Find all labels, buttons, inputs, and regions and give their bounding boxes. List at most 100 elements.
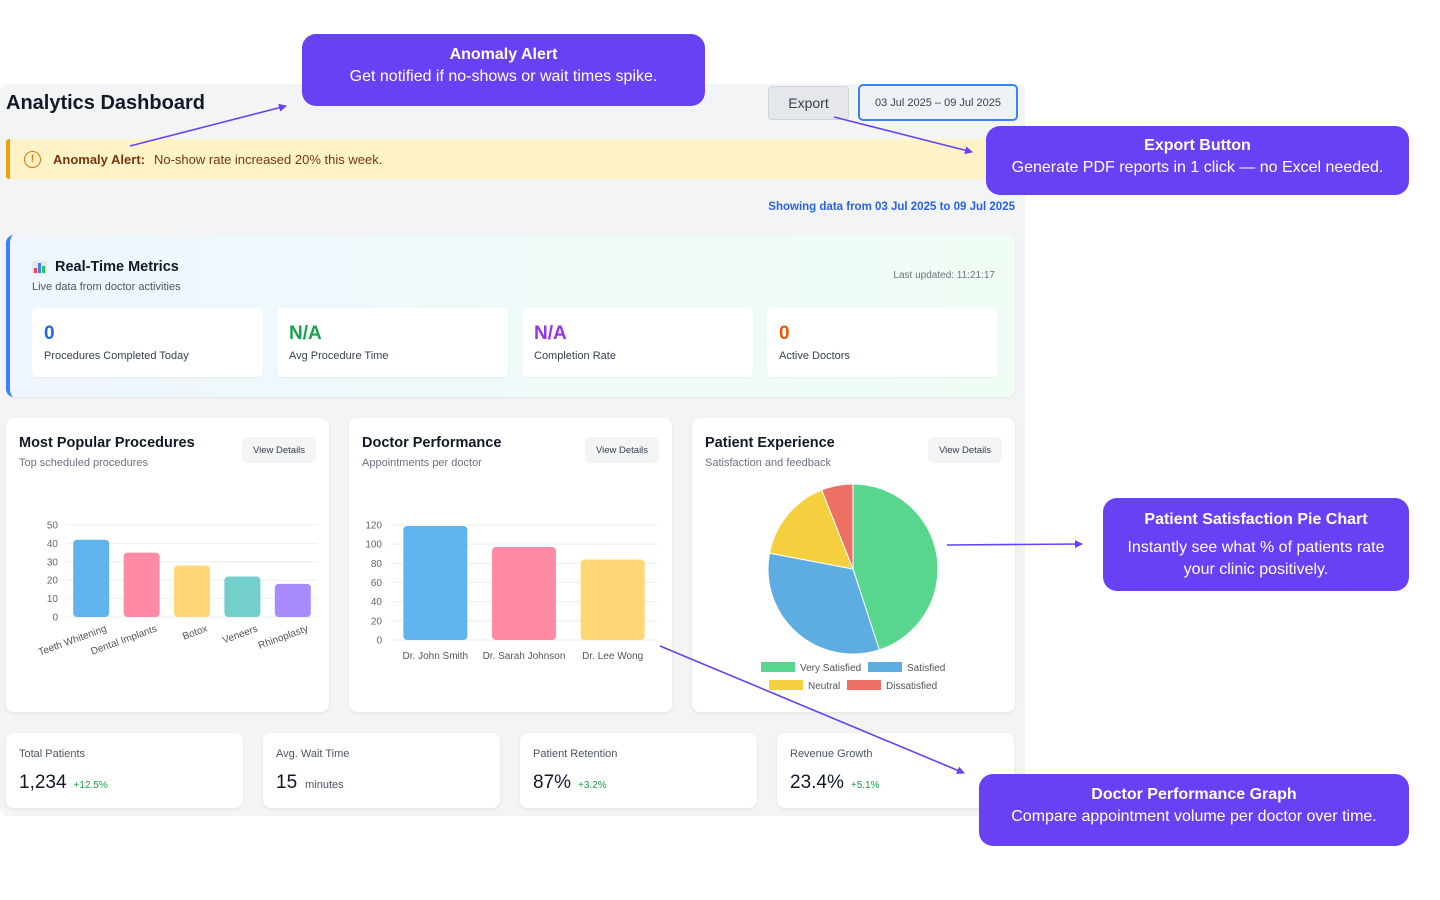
y-tick-label: 50: [47, 521, 59, 532]
stat-label: Revenue Growth: [790, 748, 873, 760]
view-details-button[interactable]: View Details: [242, 437, 316, 463]
stat-delta: +5.1%: [850, 780, 880, 791]
page-title: Analytics Dashboard: [6, 92, 205, 114]
metric-value: N/A: [289, 323, 322, 344]
y-tick-label: 20: [47, 576, 59, 587]
doctor-performance-callout: Doctor Performance Graph Compare appoint…: [979, 774, 1409, 846]
date-range-summary: Showing data from 03 Jul 2025 to 09 Jul …: [768, 201, 1015, 213]
legend-swatch-satisfied: [868, 662, 902, 672]
stat-label: Total Patients: [19, 748, 86, 760]
legend-label: Neutral: [808, 681, 840, 692]
stat-label: Avg. Wait Time: [276, 748, 350, 760]
y-tick-label: 20: [371, 616, 383, 627]
x-tick-label: Dr. John Smith: [403, 651, 469, 662]
stat-total-patients: Total Patients 1,234 +12.5%: [6, 733, 243, 808]
metric-label: Avg Procedure Time: [289, 350, 389, 362]
realtime-title: Real-Time Metrics: [32, 259, 179, 275]
popular-procedures-card: 50 40 30 20 10 0 Teeth Whitening Dental Implant…: [6, 418, 329, 712]
y-tick-label: 120: [365, 521, 382, 532]
callout-title: Patient Satisfaction Pie Chart: [1144, 511, 1368, 528]
stat-value: 15: [276, 772, 298, 793]
legend-swatch-dissatisfied: [847, 680, 881, 690]
x-tick-label: Rhinoplasty: [257, 623, 310, 651]
bar-chart-icon: [32, 260, 47, 274]
callout-text: Compare appointment volume per doctor ov…: [1011, 808, 1377, 826]
bar-dr-lee-wong: [580, 559, 645, 640]
callout-title: Export Button: [1144, 137, 1251, 154]
x-tick-label: Dr. Lee Wong: [582, 651, 643, 662]
anomaly-alert-banner: ! Anomaly Alert: No-show rate increased …: [6, 139, 1015, 179]
warning-icon: !: [24, 150, 41, 168]
y-tick-label: 10: [47, 594, 59, 605]
card-subtitle: Satisfaction and feedback: [705, 457, 831, 469]
y-tick-label: 80: [371, 559, 383, 570]
bar-botox: [174, 565, 210, 617]
slice-dissatisfied: [821, 483, 854, 570]
stat-delta: +3.2%: [578, 780, 607, 791]
stat-delta: +12.5%: [73, 780, 108, 791]
x-tick-label: Dr. Sarah Johnson: [483, 651, 566, 662]
stat-value-row: 87% +3.2%: [533, 772, 607, 794]
metric-label: Completion Rate: [534, 350, 616, 362]
metric-value: 0: [44, 323, 55, 344]
y-tick-label: 30: [47, 557, 59, 568]
stat-patient-retention: Patient Retention 87% +3.2%: [520, 733, 757, 808]
callout-text: Generate PDF reports in 1 click — no Exc…: [1011, 159, 1384, 177]
view-details-button[interactable]: View Details: [585, 437, 659, 463]
metric-value: 0: [779, 323, 790, 344]
patient-experience-card: Very Satisfied Satisfied Neutral Dissatisfi…: [692, 418, 1015, 712]
pie-chart-callout: Patient Satisfaction Pie Chart Instantly…: [1103, 498, 1409, 591]
x-tick-label: Botox: [181, 623, 209, 642]
date-range-picker[interactable]: 03 Jul 2025 – 09 Jul 2025: [858, 84, 1018, 121]
stat-value-row: 1,234 +12.5%: [19, 772, 108, 794]
y-tick-label: 100: [365, 540, 382, 551]
alert-label: Anomaly Alert:: [53, 151, 145, 167]
callout-title: Doctor Performance Graph: [1091, 786, 1297, 803]
realtime-subtitle: Live data from doctor activities: [32, 281, 181, 293]
view-details-button[interactable]: View Details: [928, 437, 1002, 463]
card-subtitle: Top scheduled procedures: [19, 457, 149, 469]
bar-dental-implants: [123, 552, 160, 617]
metric-label: Procedures Completed Today: [44, 350, 189, 362]
slice-very-satisfied: [852, 483, 939, 651]
legend-label: Very Satisfied: [800, 663, 861, 674]
slice-neutral: [768, 489, 854, 570]
doctor-performance-chart: 120 100 80 60 40 20 0 Dr. John Smith Dr. Sarah J…: [365, 521, 657, 662]
callout-text: Instantly see what % of patients rate yo…: [1127, 539, 1385, 578]
alert-message: No-show rate increased 20% this week.: [153, 151, 383, 167]
metric-avg-procedure-time: N/A Avg Procedure Time: [277, 308, 508, 377]
legend-swatch-neutral: [769, 680, 803, 690]
callout-text: Get notified if no-shows or wait times s…: [349, 68, 658, 86]
metric-completion-rate: N/A Completion Rate: [522, 308, 753, 377]
stat-value-row: 15 minutes: [276, 772, 344, 794]
y-tick-label: 60: [371, 578, 383, 589]
bar-dr-john-smith: [403, 525, 468, 640]
card-title: Most Popular Procedures: [19, 435, 195, 451]
stat-avg-wait-time: Avg. Wait Time 15 minutes: [263, 733, 500, 808]
stat-label: Patient Retention: [533, 748, 618, 760]
card-title: Patient Experience: [705, 435, 835, 451]
metric-value: N/A: [534, 323, 567, 344]
bar-rhinoplasty: [274, 583, 311, 617]
stat-unit: minutes: [305, 779, 344, 791]
stat-value: 23.4%: [790, 772, 844, 793]
metric-label: Active Doctors: [779, 350, 850, 362]
legend-label: Dissatisfied: [886, 681, 937, 692]
y-tick-label: 40: [371, 597, 383, 608]
stat-value-row: 23.4% +5.1%: [790, 772, 880, 794]
stat-value: 1,234: [19, 772, 67, 793]
export-button-callout: Export Button Generate PDF reports in 1 …: [986, 126, 1409, 195]
legend-swatch-very-satisfied: [761, 662, 795, 672]
card-title: Doctor Performance: [362, 435, 502, 451]
bar-dr-sarah-johnson: [492, 547, 556, 640]
export-button[interactable]: Export: [768, 86, 849, 120]
anomaly-alert-callout: Anomaly Alert Get notified if no-shows o…: [302, 34, 705, 106]
callout-title: Anomaly Alert: [449, 46, 558, 63]
metric-active-doctors: 0 Active Doctors: [767, 308, 998, 377]
card-subtitle: Appointments per doctor: [362, 457, 482, 469]
bar-teeth-whitening: [73, 539, 110, 617]
patient-experience-chart: Very Satisfied Satisfied Neutral Dissatisfi…: [761, 483, 945, 692]
last-updated: Last updated: 11:21:17: [893, 270, 995, 281]
metric-procedures-completed: 0 Procedures Completed Today: [32, 308, 263, 377]
